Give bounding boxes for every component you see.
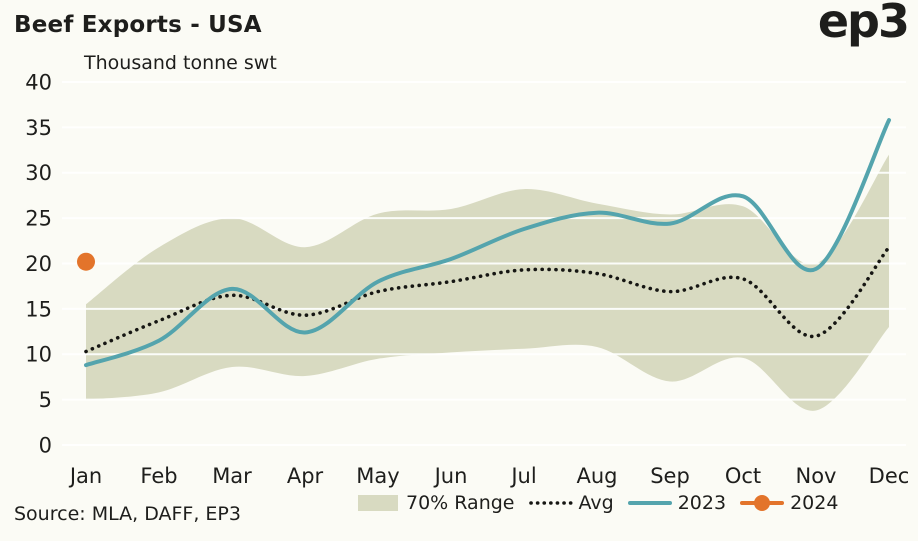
legend-swatch-line-icon [627, 501, 672, 505]
x-tick-label: Jun [433, 464, 468, 488]
x-tick-label: Mar [212, 464, 252, 488]
band-swatch-icon [358, 495, 398, 511]
x-tick-label: Feb [140, 464, 177, 488]
chart-legend: 70% Range Avg 2023 2024 [356, 492, 838, 514]
y-tick-label: 10 [25, 343, 52, 367]
band-70-range [86, 154, 889, 411]
legend-item-70-range: 70% Range [356, 492, 515, 514]
legend-swatch-dotted-icon [528, 501, 573, 505]
axis-unit-label: Thousand tonne swt [84, 52, 277, 74]
legend-item-2023: 2023 [627, 492, 727, 514]
legend-item-avg: Avg [528, 492, 614, 514]
legend-swatch-point-icon [740, 495, 785, 511]
legend-label: 2024 [790, 492, 839, 514]
y-tick-label: 30 [25, 161, 52, 185]
x-tick-label: Apr [287, 464, 324, 488]
y-tick-label: 40 [25, 70, 52, 94]
x-tick-label: Sep [650, 464, 690, 488]
y-tick-label: 20 [25, 252, 52, 276]
point-swatch-icon [754, 495, 771, 511]
x-tick-label: Jul [509, 464, 536, 488]
dot-2024 [77, 252, 95, 271]
y-tick-label: 35 [25, 116, 52, 140]
y-tick-label: 0 [39, 433, 52, 457]
source-note: Source: MLA, DAFF, EP3 [14, 503, 241, 525]
x-tick-label: Nov [796, 464, 837, 488]
legend-label: 70% Range [406, 492, 515, 514]
legend-swatch-band-icon [358, 495, 398, 511]
legend-label: 2023 [677, 492, 727, 514]
legend-label: Avg [578, 492, 614, 514]
x-tick-label: May [356, 464, 399, 488]
x-tick-label: Jan [68, 464, 102, 488]
x-tick-label: Dec [869, 464, 910, 488]
y-tick-label: 15 [25, 297, 52, 321]
x-tick-label: Oct [725, 464, 761, 488]
y-tick-label: 25 [25, 206, 52, 230]
y-tick-label: 5 [39, 388, 52, 412]
chart-title: Beef Exports - USA [14, 12, 262, 38]
x-tick-label: Aug [576, 464, 617, 488]
ep3-logo: ep3 [817, 0, 910, 48]
legend-item-2024: 2024 [740, 492, 838, 514]
avg-line [84, 245, 891, 354]
line-2023 [84, 118, 891, 368]
